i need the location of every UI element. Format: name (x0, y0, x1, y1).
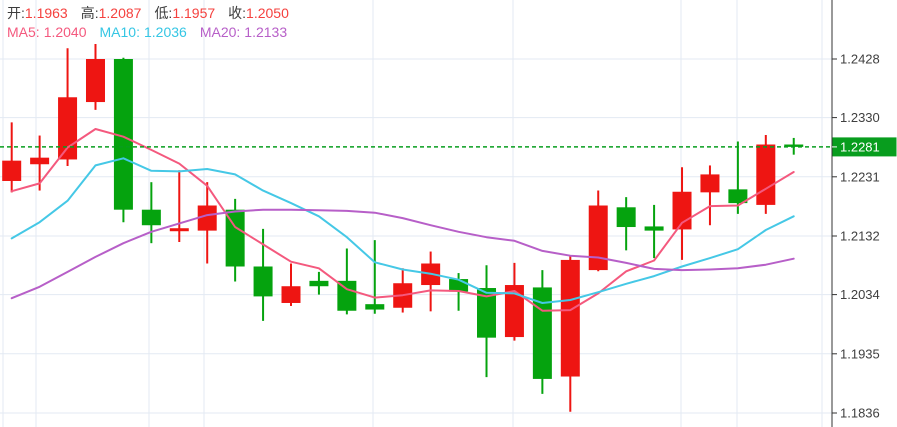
candle-1[interactable] (2, 160, 22, 181)
candle-7[interactable] (169, 228, 189, 232)
candle-11[interactable] (281, 286, 301, 303)
close-value: 1.2050 (246, 5, 289, 21)
axis-label: 1.2330 (840, 110, 880, 125)
axis-label: 1.2428 (840, 52, 880, 67)
axis-label: 1.2231 (840, 169, 880, 184)
ma20-readout: MA20: 1.2133 (200, 24, 287, 40)
ma5-value: 1.2040 (43, 24, 87, 40)
current-price-value: 1.2281 (840, 139, 880, 154)
candle-22[interactable] (588, 205, 608, 271)
ma5-label: MA5: (7, 24, 40, 40)
axis-label: 1.1935 (840, 346, 880, 361)
ma5-line (10, 128, 795, 312)
candle-18[interactable] (477, 288, 497, 338)
low-group: 低:1.1957 (154, 5, 215, 21)
axis-label: 1.1836 (840, 406, 880, 421)
candle-8[interactable] (197, 205, 217, 231)
candle-19[interactable] (504, 285, 524, 338)
candle-14[interactable] (365, 304, 385, 310)
candle-27[interactable] (728, 189, 748, 204)
candle-28[interactable] (756, 144, 776, 205)
axis-label: 1.2132 (840, 229, 880, 244)
candle-17[interactable] (449, 279, 469, 292)
ma10-value: 1.2036 (143, 24, 187, 40)
candle-23[interactable] (616, 207, 636, 228)
candle-6[interactable] (141, 209, 161, 226)
ma10-readout: MA10: 1.2036 (100, 24, 187, 40)
current-price-tag (832, 137, 897, 157)
ma20-label: MA20: (199, 24, 241, 40)
low-value: 1.1957 (172, 5, 216, 21)
open-label: 开: (7, 5, 25, 21)
ma20-value: 1.2133 (244, 24, 288, 40)
candle-2[interactable] (30, 157, 50, 165)
ma20-line (10, 208, 795, 300)
ma-info-bar: MA5: 1.2040 MA10: 1.2036 MA20: 1.2133 (7, 23, 300, 41)
ohlc-info-bar: 开:1.1963 高:1.2087 低:1.1957 收:1.2050 (7, 4, 302, 22)
open-value: 1.1963 (24, 5, 68, 21)
close-label: 收: (228, 5, 247, 21)
candle-5[interactable] (113, 59, 133, 210)
candle-29[interactable] (784, 144, 804, 147)
candle-4[interactable] (85, 59, 105, 103)
ma5-readout: MA5: 1.2040 (7, 24, 87, 40)
candle-9[interactable] (225, 209, 245, 267)
close-group: 收:1.2050 (228, 5, 289, 21)
candle-13[interactable] (337, 280, 357, 311)
ma10-line (10, 157, 795, 304)
high-label: 高: (80, 5, 99, 21)
high-value: 1.2087 (98, 5, 142, 21)
candle-21[interactable] (560, 259, 580, 377)
candle-10[interactable] (253, 266, 273, 297)
candle-24[interactable] (644, 226, 664, 231)
candle-26[interactable] (700, 174, 720, 193)
open-group: 开:1.1963 (7, 5, 68, 21)
candle-3[interactable] (58, 97, 78, 160)
ma10-label: MA10: (99, 24, 140, 40)
low-label: 低: (154, 5, 173, 21)
axis-label: 1.2034 (840, 287, 880, 302)
candle-12[interactable] (309, 280, 329, 287)
high-group: 高:1.2087 (81, 5, 142, 21)
